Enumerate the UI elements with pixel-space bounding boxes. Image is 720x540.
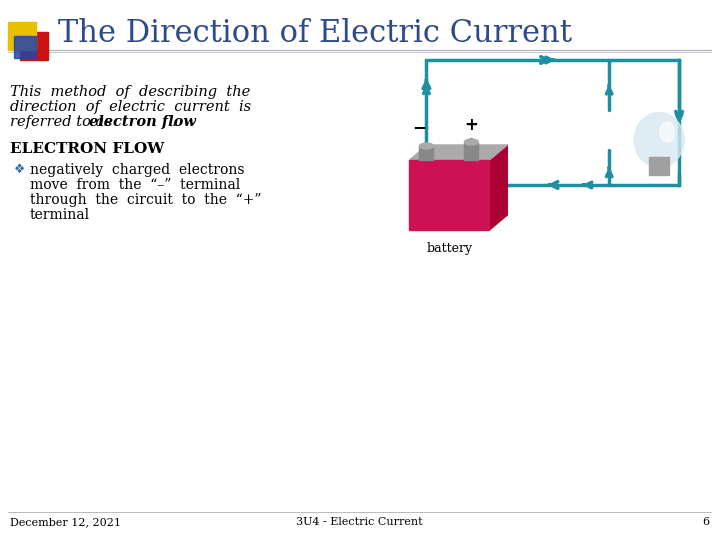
Text: 3U4 - Electric Current: 3U4 - Electric Current — [296, 517, 423, 527]
Polygon shape — [490, 145, 508, 230]
Text: This  method  of  describing  the: This method of describing the — [10, 85, 251, 99]
Text: referred to as: referred to as — [10, 115, 117, 129]
Ellipse shape — [660, 122, 675, 142]
Bar — [410, 160, 490, 230]
Text: negatively  charged  electrons: negatively charged electrons — [30, 163, 245, 177]
Text: battery: battery — [426, 242, 472, 255]
Text: direction  of  electric  current  is: direction of electric current is — [10, 100, 251, 114]
Bar — [649, 157, 669, 175]
Bar — [20, 32, 48, 60]
Text: move  from  the  “–”  terminal: move from the “–” terminal — [30, 178, 240, 192]
Text: December 12, 2021: December 12, 2021 — [10, 517, 121, 527]
Text: +: + — [464, 116, 478, 134]
Polygon shape — [410, 145, 508, 160]
Text: ELECTRON FLOW: ELECTRON FLOW — [10, 142, 164, 156]
Text: .: . — [172, 115, 176, 129]
Bar — [464, 142, 478, 160]
Ellipse shape — [634, 112, 684, 167]
Text: ❖: ❖ — [14, 163, 25, 176]
Text: The Direction of Electric Current: The Direction of Electric Current — [58, 17, 572, 49]
Bar — [14, 36, 36, 58]
Text: electron flow: electron flow — [89, 115, 196, 129]
Bar — [420, 146, 433, 160]
Text: through  the  circuit  to  the  “+”: through the circuit to the “+” — [30, 193, 261, 207]
Bar — [8, 22, 36, 50]
Text: terminal: terminal — [30, 208, 90, 222]
Ellipse shape — [464, 139, 478, 145]
Ellipse shape — [420, 143, 433, 149]
Text: 6: 6 — [702, 517, 709, 527]
Text: −: − — [413, 118, 426, 136]
